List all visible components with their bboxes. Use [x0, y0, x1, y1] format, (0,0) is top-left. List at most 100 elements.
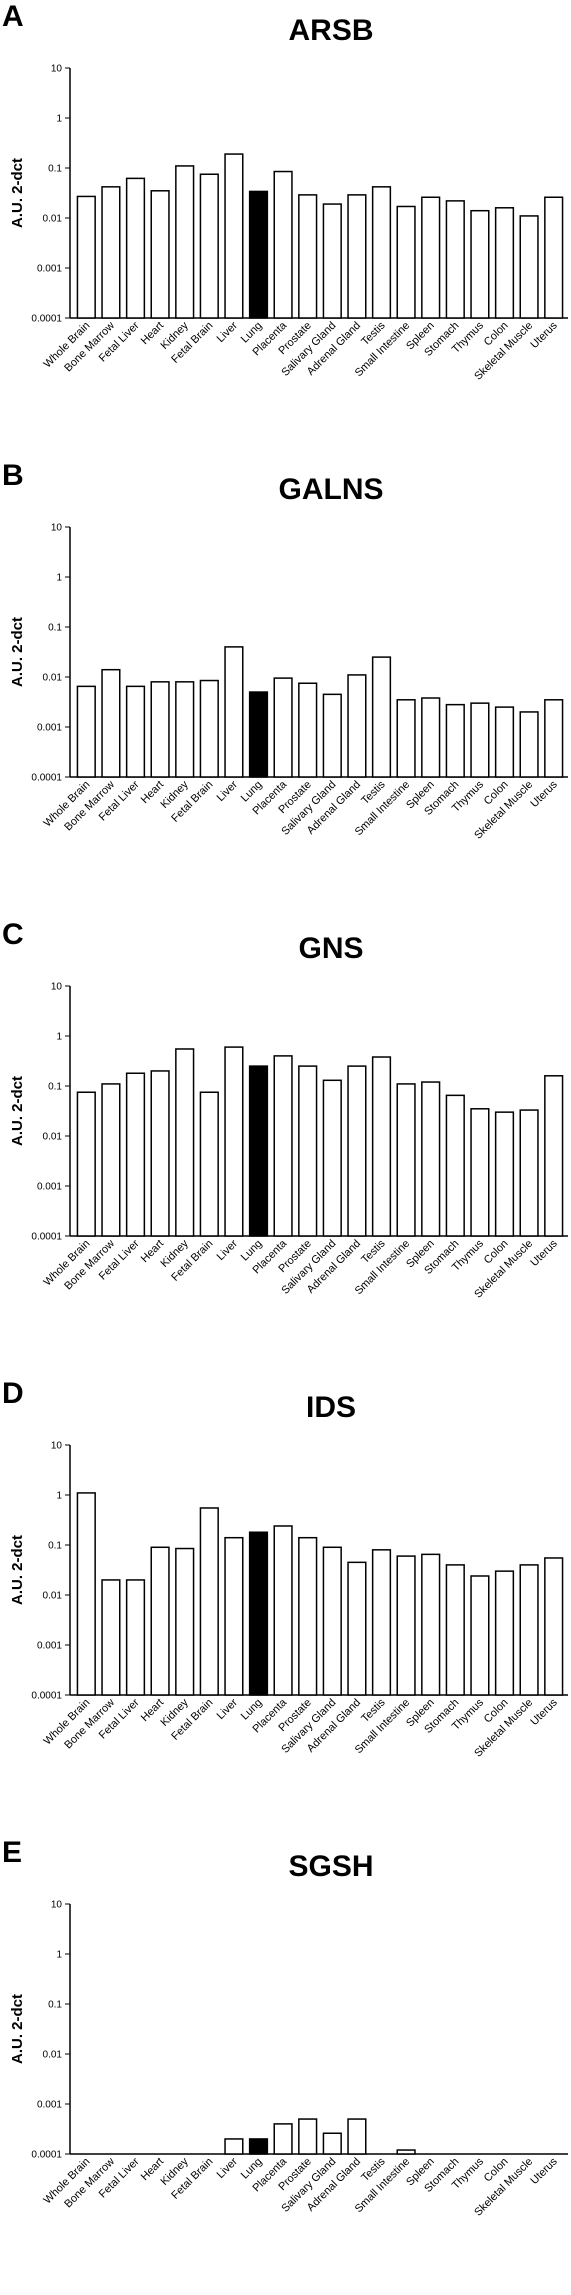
category-label: Liver — [215, 1696, 241, 1722]
y-tick-label: 0.001 — [37, 264, 62, 275]
panel-letter: B — [2, 459, 24, 492]
bar — [494, 1570, 515, 1696]
bar — [371, 656, 392, 778]
bar — [199, 1091, 219, 1237]
bar — [101, 668, 121, 778]
bar — [347, 674, 367, 778]
y-tick-label: 10 — [51, 982, 63, 993]
bar — [322, 2132, 342, 2155]
y-tick-label: 0.01 — [43, 214, 63, 225]
bar — [76, 195, 96, 319]
bar — [125, 685, 146, 778]
bar — [76, 685, 96, 778]
bar — [396, 205, 416, 319]
y-tick-label: 0.01 — [43, 2050, 63, 2061]
bar — [224, 153, 244, 319]
bar — [248, 2138, 269, 2155]
bar — [544, 1075, 564, 1237]
category-label: Uterus — [528, 1696, 560, 1728]
bar — [470, 1108, 490, 1237]
bar — [322, 203, 342, 319]
bar — [224, 1046, 244, 1237]
y-tick-label: 1 — [56, 573, 62, 584]
bar — [544, 699, 564, 778]
bar — [347, 2118, 367, 2155]
y-tick-label: 0.001 — [37, 1182, 62, 1193]
y-tick-label: 10 — [51, 64, 63, 75]
y-tick-label: 1 — [56, 114, 62, 125]
y-tick-label: 0.001 — [37, 2100, 62, 2111]
panel-letter: A — [2, 0, 24, 33]
panel-letter: E — [2, 1836, 23, 1869]
bar — [248, 1531, 269, 1696]
bar — [175, 1547, 195, 1696]
panel-c: C GNS A.U. 2-dct 10 1 0.1 0.01 0.001 0.0001 Whol… — [0, 918, 571, 1377]
bar — [445, 703, 465, 778]
bar — [150, 1546, 170, 1696]
bar — [273, 170, 293, 319]
bar — [175, 165, 195, 319]
bar — [494, 706, 515, 778]
bar — [224, 646, 244, 778]
bar — [347, 1561, 367, 1696]
y-tick-label: 0.0001 — [31, 1232, 62, 1243]
bar — [298, 2118, 318, 2155]
bar — [445, 1564, 465, 1696]
y-tick-label: 0.001 — [37, 723, 62, 734]
bar — [273, 1525, 293, 1696]
y-axis-label: A.U. 2-dct — [9, 1535, 26, 1605]
bar — [273, 677, 293, 778]
bar — [470, 209, 490, 319]
bar — [494, 1111, 515, 1237]
bar — [519, 215, 539, 319]
bar — [199, 679, 219, 778]
panel-letter: C — [2, 918, 24, 951]
panel-a: A ARSB A.U. 2-dct 10 1 0.1 0.01 0.001 0.0001 Who… — [0, 0, 571, 459]
bar — [470, 1575, 490, 1696]
bar — [371, 1549, 392, 1696]
bar — [150, 1070, 170, 1237]
bar — [199, 173, 219, 319]
y-tick-label: 0.0001 — [31, 1691, 62, 1702]
bar — [494, 207, 515, 319]
bar — [371, 186, 392, 319]
bar — [470, 702, 490, 778]
category-label: Uterus — [528, 2155, 560, 2187]
bar — [322, 693, 342, 778]
bar — [544, 196, 564, 319]
chart-title: ARSB — [288, 14, 373, 47]
bar — [396, 699, 416, 778]
bar — [175, 1048, 195, 1237]
bar — [224, 2138, 244, 2155]
panel-e: E SGSH A.U. 2-dct 10 1 0.1 0.01 0.001 0.0001 Who… — [0, 1836, 571, 2295]
bar — [298, 1065, 318, 1237]
bar — [273, 2123, 293, 2155]
chart-title: GALNS — [279, 473, 384, 506]
chart-title: IDS — [306, 1391, 356, 1424]
bar — [445, 1094, 465, 1237]
y-tick-label: 0.0001 — [31, 314, 62, 325]
y-tick-label: 0.1 — [48, 623, 62, 634]
bar — [421, 697, 441, 778]
bar — [519, 711, 539, 778]
y-tick-label: 0.01 — [43, 1591, 63, 1602]
bar — [125, 177, 146, 319]
category-label: Liver — [215, 2155, 241, 2181]
y-axis-label: A.U. 2-dct — [9, 617, 26, 687]
y-tick-label: 0.0001 — [31, 2150, 62, 2161]
category-label: Liver — [215, 1237, 241, 1263]
y-axis-label: A.U. 2-dct — [9, 1076, 26, 1146]
y-tick-label: 1 — [56, 1491, 62, 1502]
bar — [76, 1492, 96, 1696]
y-tick-label: 1 — [56, 1032, 62, 1043]
bar — [150, 190, 170, 319]
y-tick-label: 10 — [51, 1441, 63, 1452]
bar — [273, 1055, 293, 1237]
bar — [298, 682, 318, 778]
bar — [101, 1083, 121, 1237]
y-axis-label: A.U. 2-dct — [9, 158, 26, 228]
